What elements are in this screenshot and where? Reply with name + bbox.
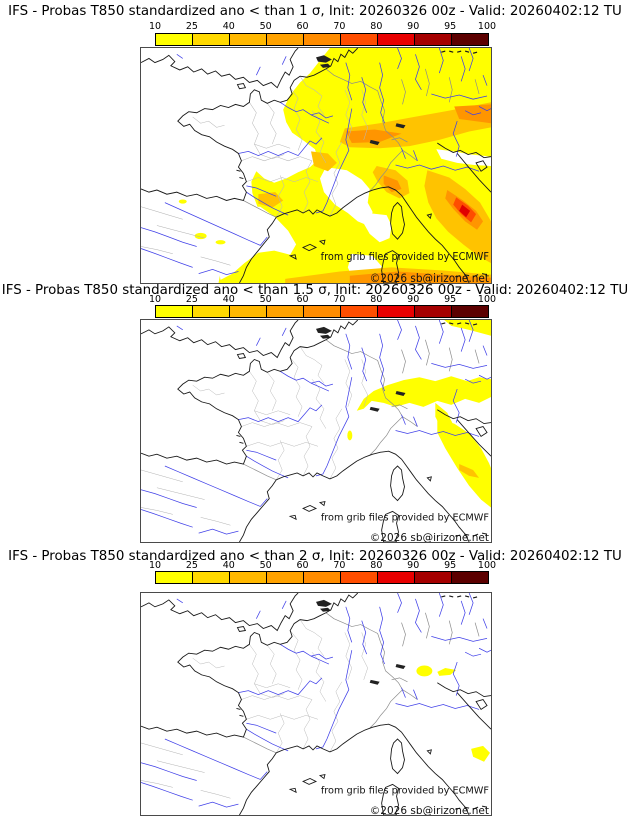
colorbar-tick-label: 100 bbox=[477, 294, 497, 305]
colorbar-tick-label: 50 bbox=[259, 294, 272, 305]
colorbar-segment bbox=[304, 34, 341, 45]
panel-3-probability-map: from grib files provided by ECMWF ©2026 … bbox=[140, 592, 492, 816]
panel-3-probability-colorbar bbox=[155, 571, 489, 584]
colorbar-segment bbox=[267, 306, 304, 317]
colorbar-tick-label: 80 bbox=[370, 21, 383, 32]
colorbar-segment bbox=[230, 306, 267, 317]
colorbar-tick-label: 60 bbox=[296, 560, 309, 571]
panel-1-probability-map: from grib files provided by ECMWF ©2026 … bbox=[140, 47, 492, 284]
colorbar-tick-label: 95 bbox=[444, 560, 457, 571]
colorbar-tick-label: 10 bbox=[148, 560, 162, 571]
colorbar-tick-label: 90 bbox=[407, 560, 420, 571]
colorbar-segment bbox=[193, 34, 230, 45]
panel-1-attribution: from grib files provided by ECMWF bbox=[321, 252, 490, 263]
colorbar-tick-label: 60 bbox=[296, 294, 309, 305]
colorbar-tick-label: 60 bbox=[296, 21, 309, 32]
probability-fills-sigma-1 bbox=[178, 48, 491, 283]
panel-3-colorbar-ticks: 10 25 40 50 60 70 80 90 95 100 bbox=[149, 560, 496, 571]
colorbar-tick-label: 70 bbox=[333, 21, 346, 32]
colorbar-tick-label: 40 bbox=[222, 560, 235, 571]
colorbar-tick-label: 100 bbox=[477, 21, 497, 32]
colorbar-segment bbox=[230, 572, 267, 583]
colorbar-segment bbox=[378, 34, 415, 45]
panel-2-probability-colorbar bbox=[155, 305, 489, 318]
colorbar-segment bbox=[378, 306, 415, 317]
colorbar-segment bbox=[267, 572, 304, 583]
colorbar-tick-label: 10 bbox=[148, 294, 162, 305]
colorbar-segment bbox=[304, 306, 341, 317]
colorbar-segment bbox=[304, 572, 341, 583]
colorbar-tick-label: 40 bbox=[222, 21, 235, 32]
colorbar-tick-label: 40 bbox=[222, 294, 235, 305]
colorbar-tick-label: 50 bbox=[259, 560, 272, 571]
colorbar-segment bbox=[193, 572, 230, 583]
colorbar-segment bbox=[452, 34, 488, 45]
colorbar-tick-label: 95 bbox=[444, 21, 457, 32]
colorbar-segment bbox=[267, 34, 304, 45]
colorbar-segment bbox=[378, 572, 415, 583]
colorbar-segment bbox=[230, 34, 267, 45]
colorbar-segment bbox=[452, 306, 488, 317]
colorbar-tick-label: 80 bbox=[370, 294, 383, 305]
colorbar-segment bbox=[415, 34, 452, 45]
colorbar-tick-label: 100 bbox=[477, 560, 497, 571]
colorbar-tick-label: 25 bbox=[185, 560, 198, 571]
colorbar-segment bbox=[156, 34, 193, 45]
panel-2-probability-map: from grib files provided by ECMWF ©2026 … bbox=[140, 319, 492, 543]
panel-2-title: IFS - Probas T850 standardized ano < tha… bbox=[1, 283, 629, 298]
panel-1-probability-colorbar bbox=[155, 33, 489, 46]
panel-3-title: IFS - Probas T850 standardized ano < tha… bbox=[8, 549, 622, 564]
colorbar-segment bbox=[415, 306, 452, 317]
colorbar-tick-label: 80 bbox=[370, 560, 383, 571]
panel-3-attribution: from grib files provided by ECMWF bbox=[321, 785, 490, 796]
panel-2-colorbar-ticks: 10 25 40 50 60 70 80 90 95 100 bbox=[149, 294, 496, 305]
colorbar-segment bbox=[415, 572, 452, 583]
panel-2-copyright: ©2026 sb@irizone.net bbox=[370, 532, 489, 542]
colorbar-segment bbox=[341, 34, 378, 45]
panel-1-title: IFS - Probas T850 standardized ano < tha… bbox=[8, 4, 622, 19]
colorbar-tick-label: 25 bbox=[185, 21, 198, 32]
colorbar-segment bbox=[341, 572, 378, 583]
panel-3-copyright: ©2026 sb@irizone.net bbox=[370, 805, 489, 815]
colorbar-tick-label: 25 bbox=[185, 294, 198, 305]
colorbar-tick-label: 95 bbox=[444, 294, 457, 305]
probability-fills-sigma-2 bbox=[416, 665, 491, 762]
colorbar-segment bbox=[452, 572, 488, 583]
colorbar-segment bbox=[156, 306, 193, 317]
colorbar-segment bbox=[193, 306, 230, 317]
colorbar-tick-label: 70 bbox=[333, 294, 346, 305]
panel-1-copyright: ©2026 sb@irizone.net bbox=[370, 272, 489, 283]
panel-1-colorbar-ticks: 10 25 40 50 60 70 80 90 95 100 bbox=[149, 21, 496, 32]
panel-2-attribution: from grib files provided by ECMWF bbox=[321, 512, 490, 523]
colorbar-segment bbox=[156, 572, 193, 583]
colorbar-tick-label: 10 bbox=[148, 21, 162, 32]
colorbar-segment bbox=[341, 306, 378, 317]
colorbar-tick-label: 70 bbox=[333, 560, 346, 571]
colorbar-tick-label: 90 bbox=[407, 294, 420, 305]
colorbar-tick-label: 90 bbox=[407, 21, 420, 32]
colorbar-tick-label: 50 bbox=[259, 21, 272, 32]
